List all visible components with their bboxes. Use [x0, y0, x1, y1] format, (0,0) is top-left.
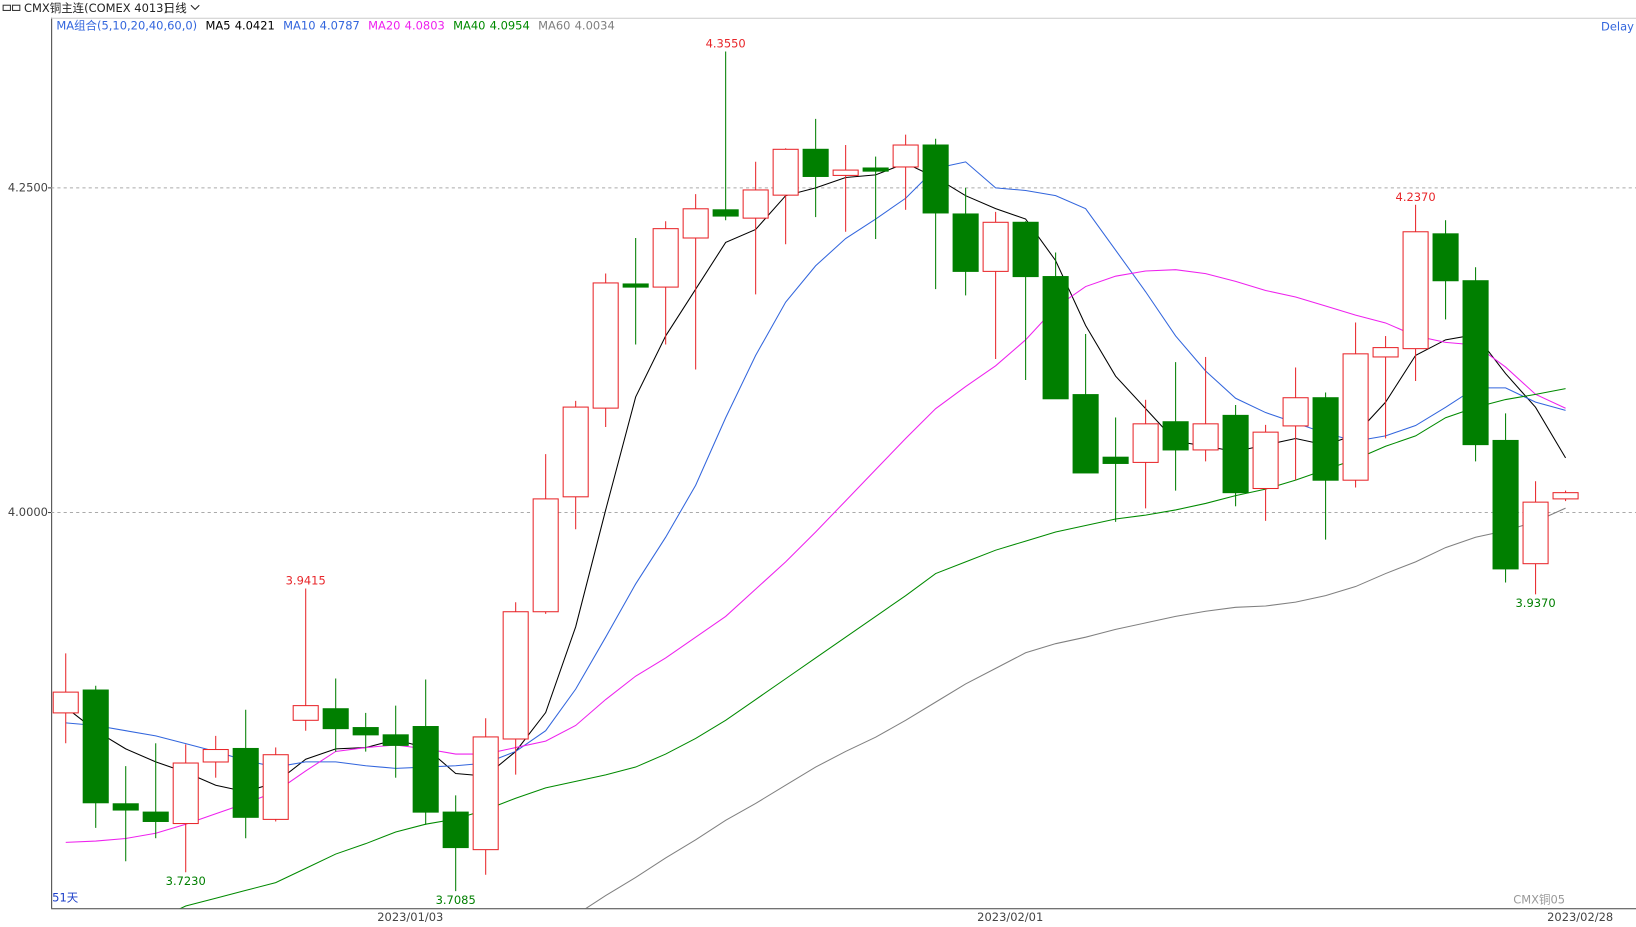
candle-body — [892, 144, 919, 168]
candle-body — [1552, 492, 1579, 500]
legend-name: MA20 — [368, 19, 400, 33]
candle-body — [322, 708, 349, 730]
day-count: 51天 — [52, 890, 79, 904]
candle-body — [1282, 397, 1309, 427]
candle-body — [112, 803, 139, 811]
x-tick-label: 2023/02/28 — [1547, 910, 1613, 924]
legend-value: 4.0034 — [575, 19, 615, 33]
candle-body — [1522, 501, 1549, 565]
ma-line — [179, 388, 1566, 909]
legend-value: 4.0803 — [405, 19, 445, 33]
legend-name: MA10 — [283, 19, 315, 33]
candle-body — [682, 208, 709, 239]
x-tick-label: 2023/02/01 — [977, 910, 1043, 924]
candle-body — [1132, 423, 1159, 463]
candle-body — [262, 754, 289, 820]
candle-body — [622, 283, 649, 288]
candle-body — [1312, 397, 1339, 481]
candle-body — [202, 748, 229, 763]
candle-body — [52, 691, 79, 714]
candle-body — [982, 221, 1009, 272]
candle-body — [1432, 233, 1459, 282]
ma-line — [65, 162, 1567, 793]
candle-body — [1222, 414, 1249, 494]
legend-name: MA40 — [453, 19, 485, 33]
candle-body — [1402, 231, 1429, 350]
candle-body — [1342, 353, 1369, 481]
candle-body — [1042, 276, 1069, 400]
candle-body — [472, 736, 499, 851]
candle-body — [1102, 456, 1129, 464]
candle-body — [382, 734, 409, 746]
period-dropdown-arrow[interactable] — [190, 4, 200, 11]
candle-body — [1492, 439, 1519, 570]
candle-body — [952, 213, 979, 272]
legend-name: MA60 — [538, 19, 570, 33]
legend-value: 4.0954 — [490, 19, 530, 33]
candle-body — [172, 762, 199, 825]
candle-body — [292, 705, 319, 721]
candle-body — [742, 189, 769, 219]
legend-name: MA5 — [205, 19, 230, 33]
delay-label: Delay — [1601, 20, 1634, 34]
candle-body — [532, 498, 559, 613]
candle-body — [1072, 394, 1099, 474]
low-label: 3.9370 — [1516, 596, 1556, 610]
ma-line — [585, 507, 1566, 909]
x-tick-label: 2023/01/03 — [377, 910, 443, 924]
low-label: 3.7085 — [436, 893, 476, 907]
watermark: CMX铜05 — [1513, 892, 1565, 906]
candle-body — [1012, 221, 1039, 278]
header-icon — [2, 4, 21, 11]
ma-line — [65, 269, 1566, 843]
legend-value: 4.0421 — [235, 19, 275, 33]
high-label: 4.2370 — [1396, 190, 1436, 204]
candle-body — [652, 228, 679, 288]
candle-body — [1372, 347, 1399, 358]
ma-group-label: MA组合(5,10,20,40,60,0) — [56, 19, 197, 33]
candle-body — [922, 144, 949, 214]
candle-body — [82, 689, 109, 804]
candle-body — [412, 726, 439, 813]
high-label: 3.9415 — [286, 574, 326, 588]
candle-body — [772, 148, 799, 196]
high-label: 4.3550 — [706, 37, 746, 51]
plot-area — [52, 51, 1579, 909]
candle-body — [352, 727, 379, 736]
candle-body — [802, 148, 829, 177]
period-selector[interactable]: 日线 — [164, 1, 187, 15]
candle-body — [712, 209, 739, 217]
chart-title: CMX铜主连(COMEX 4013) — [24, 1, 168, 15]
candle-body — [592, 282, 619, 409]
candle-body — [232, 747, 259, 818]
candle-body — [442, 811, 469, 849]
candle-body — [502, 611, 529, 740]
y-tick-label: 4.0000 — [8, 505, 48, 519]
candle-body — [832, 169, 859, 176]
ma-line — [65, 161, 1566, 769]
low-label: 3.7230 — [166, 874, 206, 888]
candle-body — [562, 406, 589, 498]
candle-body — [1462, 280, 1489, 446]
candle-body — [1192, 423, 1219, 451]
candle-body — [1252, 431, 1279, 490]
candle-body — [142, 811, 169, 822]
candle-body — [862, 167, 889, 172]
y-tick-label: 4.2500 — [8, 180, 48, 194]
candle-body — [1162, 421, 1189, 451]
legend-value: 4.0787 — [320, 19, 360, 33]
